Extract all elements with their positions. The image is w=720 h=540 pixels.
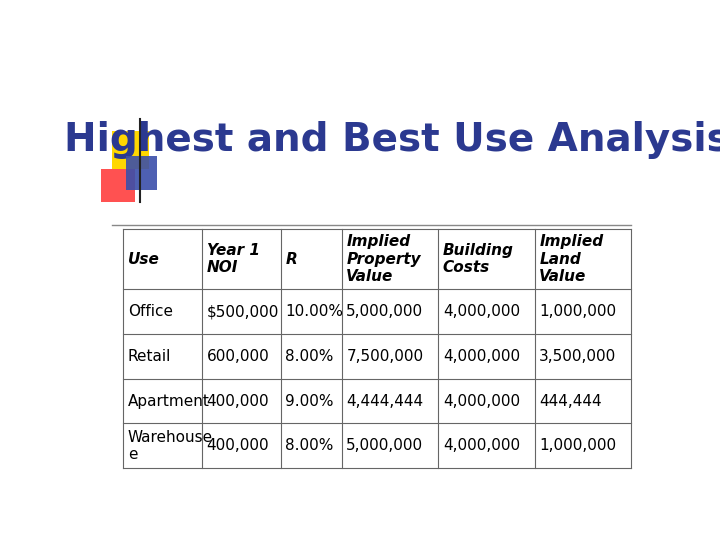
Text: Apartment: Apartment (128, 394, 210, 409)
Text: 4,000,000: 4,000,000 (443, 394, 520, 409)
Text: 4,000,000: 4,000,000 (443, 304, 520, 319)
Text: Building
Costs: Building Costs (443, 243, 513, 275)
Text: Implied
Property
Value: Implied Property Value (346, 234, 421, 284)
Text: 400,000: 400,000 (207, 394, 269, 409)
Text: 7,500,000: 7,500,000 (346, 349, 423, 364)
Text: 600,000: 600,000 (207, 349, 269, 364)
Text: 4,000,000: 4,000,000 (443, 349, 520, 364)
Text: $500,000: $500,000 (207, 304, 279, 319)
Text: R: R (285, 252, 297, 267)
Text: Year 1
NOI: Year 1 NOI (207, 243, 260, 275)
Text: 3,500,000: 3,500,000 (539, 349, 616, 364)
Text: 10.00%: 10.00% (285, 304, 343, 319)
Text: 5,000,000: 5,000,000 (346, 304, 423, 319)
Bar (126, 156, 157, 190)
Text: 1,000,000: 1,000,000 (539, 304, 616, 319)
Text: 9.00%: 9.00% (285, 394, 334, 409)
Text: Warehouse
e: Warehouse e (128, 430, 213, 462)
Text: 444,444: 444,444 (539, 394, 602, 409)
Bar (112, 131, 148, 168)
Text: 8.00%: 8.00% (285, 438, 334, 453)
Text: 1,000,000: 1,000,000 (539, 438, 616, 453)
Text: Use: Use (128, 252, 160, 267)
Text: 400,000: 400,000 (207, 438, 269, 453)
Text: 8.00%: 8.00% (285, 349, 334, 364)
Text: 4,000,000: 4,000,000 (443, 438, 520, 453)
Text: Retail: Retail (128, 349, 171, 364)
Text: Office: Office (128, 304, 173, 319)
Text: 5,000,000: 5,000,000 (346, 438, 423, 453)
Text: 4,444,444: 4,444,444 (346, 394, 423, 409)
Text: Implied
Land
Value: Implied Land Value (539, 234, 603, 284)
Bar (101, 168, 135, 202)
Text: Highest and Best Use Analysis: Highest and Best Use Analysis (64, 120, 720, 159)
